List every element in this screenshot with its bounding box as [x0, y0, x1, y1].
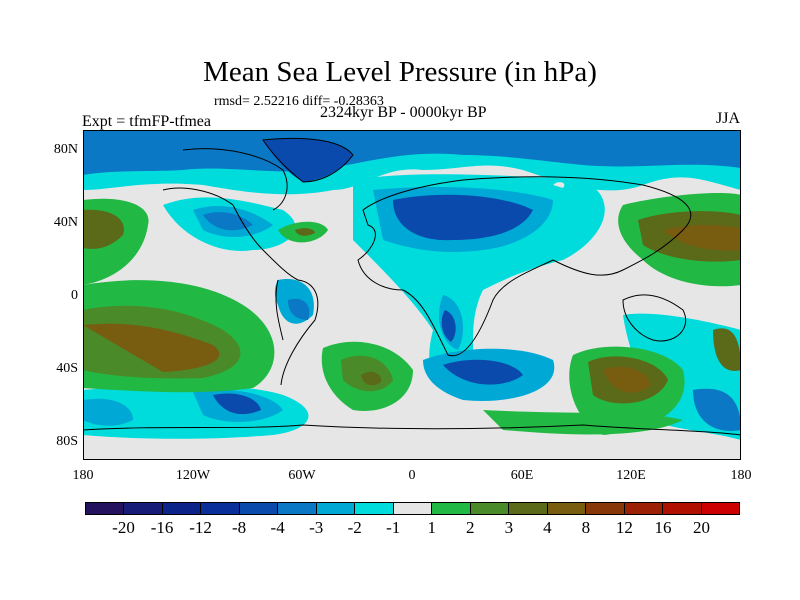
lat-label: 40N — [53, 215, 78, 230]
colorbar-swatch — [278, 503, 317, 514]
colorbar-label: 16 — [654, 518, 672, 537]
colorbar-label: 2 — [466, 518, 475, 537]
colorbar-swatch — [316, 503, 356, 514]
colorbar-swatch — [355, 503, 394, 514]
colorbar-label: -16 — [150, 518, 174, 537]
season-label: JJA — [716, 110, 741, 127]
lat-label: 80S — [56, 434, 78, 449]
colorbar-swatch — [586, 503, 625, 514]
period-text: 2324kyr BP - 0000kyr BP — [320, 104, 487, 121]
colorbar-swatch — [624, 503, 664, 514]
colorbar-swatch — [86, 503, 125, 514]
colorbar-label: -20 — [112, 518, 135, 537]
map-frame — [83, 130, 741, 460]
experiment-label: Expt = tfmFP-tfmea — [82, 113, 212, 130]
colorbar-swatch — [239, 503, 279, 514]
colorbar-swatch — [162, 503, 202, 514]
lat-label: 80N — [53, 142, 78, 157]
colorbar-label: -12 — [189, 518, 212, 537]
lon-label: 120E — [616, 468, 646, 483]
lon-label: 60W — [288, 468, 316, 483]
colorbar-label: 4 — [543, 518, 552, 537]
colorbar-swatch — [509, 503, 548, 514]
colorbar-swatch — [201, 503, 240, 514]
colorbar-label: -8 — [232, 518, 247, 537]
colorbar-swatch — [470, 503, 510, 514]
pressure-anomaly-fields — [83, 130, 741, 440]
colorbar-swatch — [701, 503, 739, 514]
colorbar-label: -4 — [270, 518, 285, 537]
lat-label: 0 — [71, 288, 78, 303]
colorbar-swatch — [663, 503, 702, 514]
lon-label: 60E — [510, 468, 534, 483]
colorbar-label: -2 — [347, 518, 362, 537]
colorbar-swatch — [432, 503, 471, 514]
colorbar-swatch — [124, 503, 163, 514]
colorbar-label: 1 — [427, 518, 437, 537]
lon-label: 120W — [175, 468, 211, 483]
colorbar-label: 3 — [504, 518, 514, 537]
pressure-map — [83, 130, 741, 460]
colorbar-label: 8 — [581, 518, 591, 537]
colorbar-label: 20 — [692, 518, 710, 537]
colorbar-swatch — [547, 503, 587, 514]
colorbar-label: -1 — [386, 518, 401, 537]
colorbar-label: 12 — [615, 518, 633, 537]
colorbar — [85, 502, 740, 515]
plot-title: Mean Sea Level Pressure (in hPa) — [203, 56, 597, 88]
lon-label: 180 — [730, 468, 752, 483]
coastlines — [83, 137, 741, 436]
lat-label: 40S — [56, 361, 78, 376]
colorbar-label: -3 — [309, 518, 324, 537]
lon-label: 0 — [408, 468, 416, 483]
colorbar-swatch — [393, 503, 433, 514]
lon-label: 180 — [72, 468, 94, 483]
stats-text: rmsd= 2.52216 diff= -0.28363 — [214, 94, 384, 109]
